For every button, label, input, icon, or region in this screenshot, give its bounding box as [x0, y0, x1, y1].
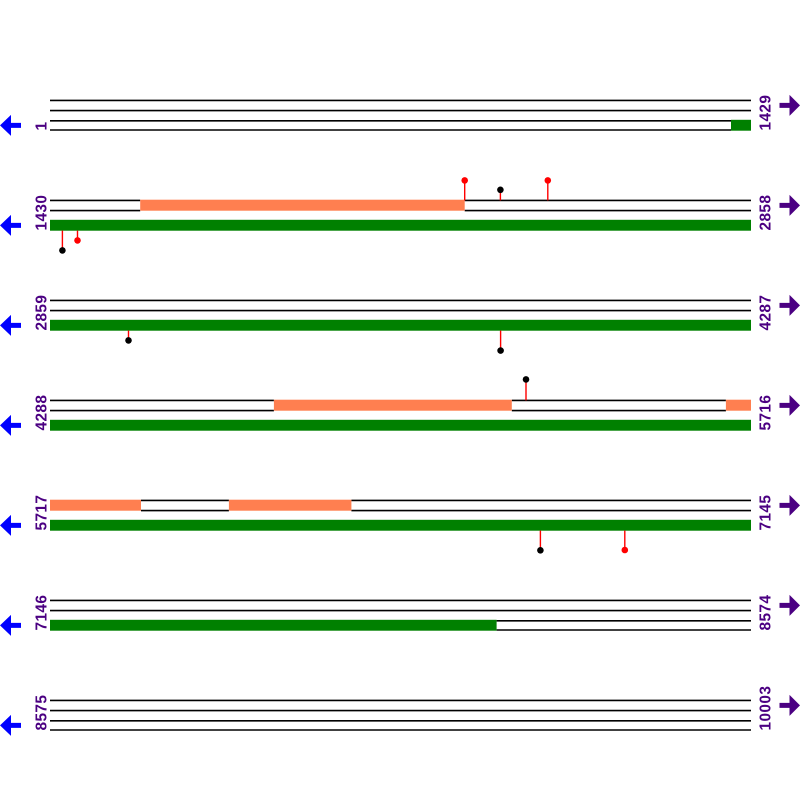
svg-text:1: 1	[33, 122, 50, 131]
svg-text:4288: 4288	[33, 395, 50, 431]
svg-text:8574: 8574	[757, 595, 774, 631]
svg-text:7145: 7145	[757, 495, 774, 531]
svg-text:8575: 8575	[33, 695, 50, 731]
svg-text:5716: 5716	[757, 395, 774, 431]
svg-text:1430: 1430	[33, 195, 50, 231]
svg-text:2859: 2859	[33, 295, 50, 331]
svg-text:2858: 2858	[757, 195, 774, 231]
svg-text:7146: 7146	[33, 595, 50, 631]
svg-text:4287: 4287	[757, 295, 774, 331]
svg-text:10003: 10003	[757, 686, 774, 731]
svg-text:5717: 5717	[33, 495, 50, 531]
svg-text:1429: 1429	[757, 95, 774, 131]
